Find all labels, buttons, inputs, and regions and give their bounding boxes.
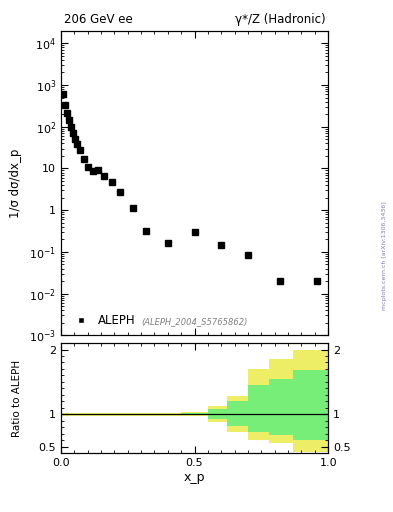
Bar [208, 409, 227, 419]
Bar [61, 413, 181, 416]
Text: 206 GeV ee: 206 GeV ee [64, 13, 132, 26]
Bar [181, 412, 208, 416]
Text: γ*/Z (Hadronic): γ*/Z (Hadronic) [235, 13, 325, 26]
Bar [248, 369, 269, 440]
Text: (ALEPH_2004_S5765862): (ALEPH_2004_S5765862) [141, 317, 248, 326]
Y-axis label: 1/σ dσ/dx_p: 1/σ dσ/dx_p [9, 148, 22, 218]
Bar [269, 359, 294, 443]
Bar [61, 414, 181, 415]
Bar [227, 401, 248, 426]
Legend: ALEPH: ALEPH [67, 312, 138, 329]
Bar [269, 379, 294, 435]
Bar [208, 406, 227, 422]
Bar [181, 413, 208, 415]
Bar [294, 350, 328, 452]
Text: mcplots.cern.ch [arXiv:1306.3436]: mcplots.cern.ch [arXiv:1306.3436] [382, 202, 387, 310]
Bar [227, 396, 248, 433]
Bar [248, 385, 269, 433]
Y-axis label: Ratio to ALEPH: Ratio to ALEPH [12, 359, 22, 437]
X-axis label: x_p: x_p [184, 471, 205, 484]
Bar [294, 370, 328, 440]
